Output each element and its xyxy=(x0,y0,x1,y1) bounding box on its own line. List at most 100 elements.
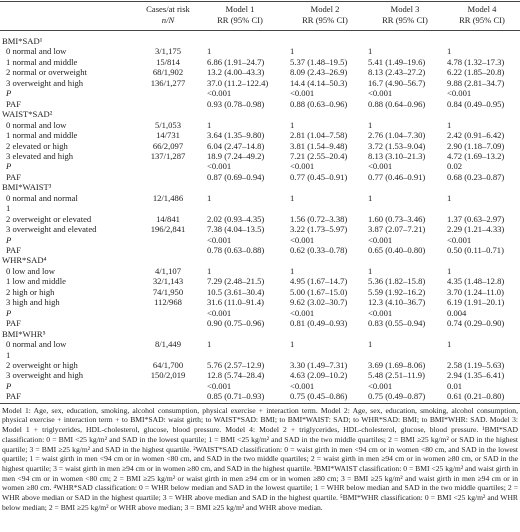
row-label: 0 low and low xyxy=(6,265,55,276)
cases-cell: 112/968 xyxy=(154,297,182,308)
rr-cell: 0.93 (0.78–0.98) xyxy=(207,98,265,109)
rr-cell: <0.001 xyxy=(290,380,315,391)
rr-cell: 1 xyxy=(368,339,373,350)
row-label: 2 elevated or high xyxy=(6,140,68,151)
rr-cell: 1 xyxy=(207,339,212,350)
cases-cell: 68/1,902 xyxy=(152,67,184,78)
cases-cell: 5/1,053 xyxy=(154,119,182,130)
rr-cell: 1 xyxy=(207,46,212,57)
rr-cell: 3.87 (2.07–7.21) xyxy=(368,224,426,235)
rr-cell: 1 xyxy=(368,265,373,276)
rr-cell: 2.02 (0.93–4.35) xyxy=(207,213,265,224)
column-subheader: RR (95% CI) xyxy=(459,15,505,25)
row-label: 3 elevated and high xyxy=(6,150,74,161)
column-header: Model 4 xyxy=(467,4,497,14)
cases-cell: 32/1,143 xyxy=(152,276,184,287)
row-label: 3 overweight and elevated xyxy=(6,224,97,235)
row-label: 2 overweight or elevated xyxy=(6,213,92,224)
column-header: Model 2 xyxy=(310,4,340,14)
column-header: Cases/at risk xyxy=(146,4,190,14)
row-label: P xyxy=(6,380,12,391)
row-label: 0 normal and low xyxy=(6,46,67,57)
column-subheader: RR (95% CI) xyxy=(302,15,348,25)
cases-cell: 8/1,449 xyxy=(154,339,182,350)
row-label: 0 normal and normal xyxy=(6,192,78,203)
column-header: Model 1 xyxy=(225,4,255,14)
cases-cell: 3/1,175 xyxy=(154,46,182,57)
rr-cell: 6.22 (1.85–20.8) xyxy=(447,67,505,78)
row-label: PAF xyxy=(6,318,21,329)
rr-cell: 5.59 (1.92–16.2) xyxy=(368,286,426,297)
rr-cell: 1 xyxy=(290,46,295,57)
rr-cell: <0.001 xyxy=(207,307,232,318)
rr-cell: 5.76 (2.57–12.9) xyxy=(207,359,265,370)
rr-cell: 14.4 (4.14–50.3) xyxy=(290,77,348,88)
rr-cell: 0.77 (0.45–0.91) xyxy=(290,171,348,182)
row-label: 0 normal and low xyxy=(6,339,67,350)
rr-cell: 5.41 (1.49–19.6) xyxy=(368,56,426,67)
rr-cell: 2.90 (1.18–7.09) xyxy=(447,140,505,151)
rr-cell: 12.8 (5.74–28.4) xyxy=(207,370,265,381)
row-label: 1 xyxy=(6,349,11,360)
rr-cell: 3.22 (1.73–5.97) xyxy=(290,224,348,235)
section-title: WHR*SAD⁴ xyxy=(2,255,47,266)
rr-cell: 1 xyxy=(207,265,212,276)
rr-cell: 16.7 (4.90–56.7) xyxy=(368,77,426,88)
rr-cell: 10.5 (3.61–30.4) xyxy=(207,286,265,297)
cases-cell: 64/1,700 xyxy=(152,359,184,370)
rr-cell: 0.83 (0.55–0.94) xyxy=(368,318,426,329)
rr-cell: 0.87 (0.69–0.94) xyxy=(207,171,265,182)
rr-cell: 1 xyxy=(447,339,452,350)
cases-cell: 66/2,097 xyxy=(152,140,184,151)
rr-cell: 8.13 (2.43–27.2) xyxy=(368,67,426,78)
rr-cell: 0.75 (0.45–0.86) xyxy=(290,391,348,402)
column-header: Model 3 xyxy=(390,4,420,14)
cases-cell: 15/814 xyxy=(156,56,180,67)
rr-cell: <0.001 xyxy=(207,161,232,172)
cases-cell: 150/2,019 xyxy=(150,370,186,381)
rr-cell: 4.63 (2.09–10.2) xyxy=(290,370,348,381)
rr-cell: 0.65 (0.40–0.80) xyxy=(368,245,426,255)
rr-cell: 31.6 (11.0–91.4) xyxy=(207,297,264,308)
row-label: 3 overweight and high xyxy=(6,370,84,381)
rr-cell: 0.88 (0.64–0.96) xyxy=(368,98,426,109)
rr-cell: 6.86 (1.91–24.7) xyxy=(207,56,265,67)
rr-cell: 1 xyxy=(207,119,212,130)
rr-cell: 0.004 xyxy=(447,307,467,318)
rr-cell: 0.50 (0.11–0.71) xyxy=(447,245,504,255)
row-label: P xyxy=(6,307,12,318)
rr-cell: <0.001 xyxy=(368,161,393,172)
row-label: 2 overweight or high xyxy=(6,359,78,370)
section-title: BMI*WAIST³ xyxy=(2,182,52,193)
row-label: PAF xyxy=(6,245,21,255)
rr-cell: 0.81 (0.49–0.93) xyxy=(290,318,348,329)
rr-cell: 37.0 (11.2–122.4) xyxy=(207,77,269,88)
rr-cell: 5.37 (1.48–19.5) xyxy=(290,56,348,67)
rr-cell: 0.75 (0.49–0.87) xyxy=(368,391,426,402)
cases-cell: 136/1,277 xyxy=(150,77,186,88)
footnote: Model 1: Age, sex, education, smoking, a… xyxy=(2,405,518,512)
rr-cell: 4.35 (1.48–12.8) xyxy=(447,276,505,287)
rr-cell: <0.001 xyxy=(447,88,472,99)
rr-cell: 7.21 (2.55–20.4) xyxy=(290,150,348,161)
cases-cell: 4/1,107 xyxy=(154,265,182,276)
rr-cell: 1 xyxy=(207,192,212,203)
rr-cell: 0.61 (0.21–0.80) xyxy=(447,391,505,402)
rr-cell: 8.13 (3.10–21.3) xyxy=(368,150,426,161)
row-label: 1 normal and middle xyxy=(6,56,78,67)
row-label: P xyxy=(6,234,12,245)
rr-cell: 0.62 (0.33–0.78) xyxy=(290,245,348,255)
rr-cell: <0.001 xyxy=(368,307,393,318)
rr-cell: 2.42 (0.91–6.42) xyxy=(447,130,505,141)
rr-cell: 1.37 (0.63–2.97) xyxy=(447,213,505,224)
rr-cell: 3.70 (1.24–11.0) xyxy=(447,286,504,297)
rr-cell: 0.01 xyxy=(447,380,463,391)
rr-cell: 5.36 (1.82–15.8) xyxy=(368,276,426,287)
row-label: 0 normal and low xyxy=(6,119,67,130)
rr-cell: <0.001 xyxy=(290,88,315,99)
rr-cell: <0.001 xyxy=(368,380,393,391)
rr-cell: 1 xyxy=(447,46,452,57)
rr-cell: 0.78 (0.63–0.88) xyxy=(207,245,265,255)
rr-cell: 1 xyxy=(368,192,373,203)
